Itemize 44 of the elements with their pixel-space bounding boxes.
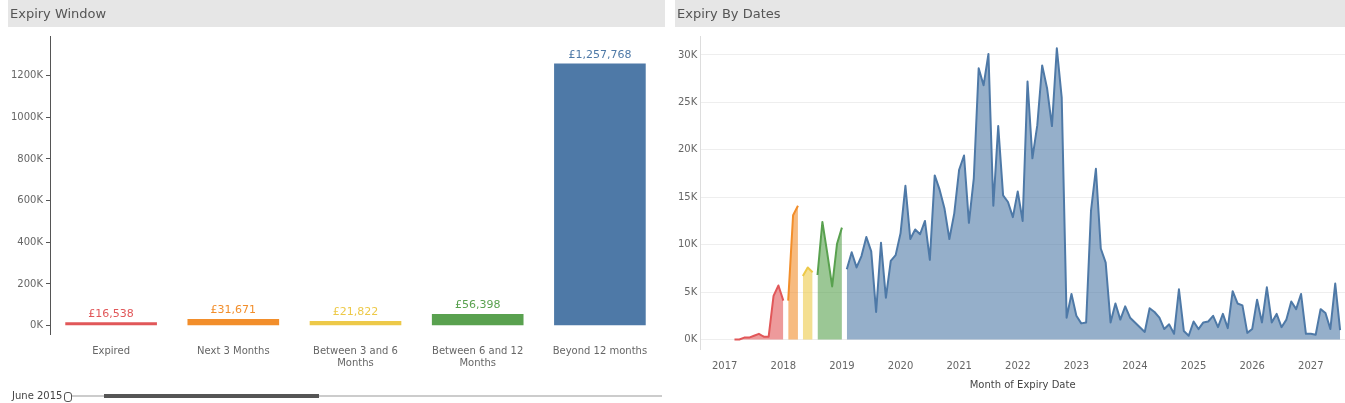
y-tick-label: 30K bbox=[677, 48, 698, 60]
x-tick-label: 2018 bbox=[770, 359, 797, 371]
x-tick-label: 2021 bbox=[946, 359, 972, 371]
x-tick-label: 2023 bbox=[1063, 359, 1090, 371]
x-tick-label: 2017 bbox=[711, 359, 738, 371]
y-tick-label: 10K bbox=[677, 238, 698, 250]
x-tick-label: 2019 bbox=[829, 359, 855, 371]
x-tick-label: Next 3 Months bbox=[197, 344, 270, 356]
y-tick-label: 1000K bbox=[10, 110, 44, 122]
x-tick-label: Beyond 12 months bbox=[552, 344, 648, 356]
y-tick-label: 1200K bbox=[10, 69, 44, 81]
x-tick-label: Expired bbox=[92, 344, 130, 356]
y-tick-label: 25K bbox=[677, 95, 698, 107]
y-tick-label: 800K bbox=[17, 152, 44, 164]
data-label: £21,822 bbox=[332, 305, 379, 319]
data-label: £31,671 bbox=[210, 303, 257, 317]
x-tick-label: 2026 bbox=[1239, 359, 1265, 371]
data-label: £1,257,768 bbox=[568, 47, 632, 61]
x-axis-title: Month of Expiry Date bbox=[969, 378, 1076, 390]
chart-title: Expiry Window bbox=[8, 0, 665, 27]
y-tick-label: 20K bbox=[677, 143, 698, 155]
y-tick-label: 15K bbox=[677, 190, 698, 202]
y-tick-label: 5K bbox=[684, 285, 698, 297]
y-tick-label: 600K bbox=[17, 194, 44, 206]
bar bbox=[187, 319, 280, 326]
x-tick-label: 2022 bbox=[1005, 359, 1031, 371]
y-tick-label: 200K bbox=[17, 277, 44, 289]
x-tick-label: 2024 bbox=[1122, 359, 1148, 371]
bar bbox=[65, 322, 157, 326]
data-label: £16,538 bbox=[88, 306, 134, 320]
bar bbox=[554, 63, 646, 326]
y-tick-label: 0K bbox=[30, 319, 44, 331]
bar bbox=[431, 313, 524, 326]
data-label: £56,398 bbox=[454, 298, 501, 312]
chart-title: Expiry By Dates bbox=[675, 0, 1345, 27]
x-tick-label: Between 3 and 6 Months bbox=[313, 344, 398, 368]
x-tick-label: 2027 bbox=[1298, 359, 1324, 371]
x-tick-label: 2020 bbox=[887, 359, 914, 371]
bar bbox=[309, 321, 402, 326]
x-tick-label: Between 6 and 12 Months bbox=[432, 344, 524, 368]
y-tick-label: 400K bbox=[17, 235, 44, 247]
y-tick-label: 0K bbox=[684, 333, 698, 345]
text: June 2015 bbox=[12, 390, 63, 401]
x-tick-label: 2025 bbox=[1180, 359, 1207, 371]
